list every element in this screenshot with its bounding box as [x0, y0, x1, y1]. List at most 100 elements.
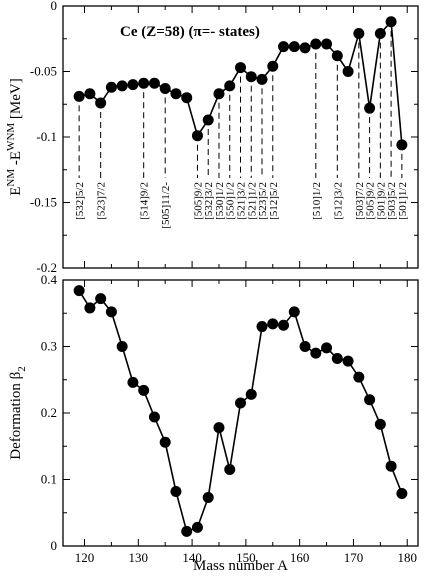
- state-label: [512]5/2: [268, 182, 280, 220]
- data-point: [181, 525, 193, 537]
- data-point: [342, 355, 354, 367]
- data-point: [95, 293, 107, 305]
- x-tick-label: 130: [129, 550, 149, 565]
- data-point: [191, 521, 203, 533]
- state-label: [550]1/2: [225, 182, 237, 220]
- data-point: [127, 376, 139, 388]
- data-point: [235, 62, 246, 74]
- data-point: [342, 66, 354, 77]
- y-tick-label: 0.2: [41, 405, 57, 420]
- data-point: [353, 28, 365, 40]
- x-tick-label: 140: [182, 550, 202, 565]
- x-tick-label: 160: [290, 550, 310, 565]
- x-tick-label: 120: [75, 550, 95, 565]
- data-point: [202, 491, 214, 503]
- data-point: [396, 139, 408, 151]
- state-label: [523]7/2: [96, 182, 108, 220]
- y-tick-label: 0.1: [41, 472, 57, 487]
- state-label: [530]1/2: [214, 182, 226, 220]
- y-tick-label: 0: [51, 538, 58, 553]
- data-point: [353, 371, 365, 383]
- y-tick-label: 0: [51, 0, 58, 13]
- state-label: [532]3/2: [203, 182, 215, 220]
- series-line: [78, 290, 403, 533]
- state-label: [521]1/2: [246, 182, 258, 220]
- x-tick-label: 180: [397, 550, 417, 565]
- data-point: [159, 436, 171, 448]
- data-point: [84, 88, 96, 100]
- data-point: [278, 41, 290, 53]
- y-tick-label: -0.05: [30, 64, 57, 79]
- data-point: [321, 38, 333, 50]
- data-point: [267, 60, 279, 72]
- data-point: [267, 318, 279, 330]
- y-tick-label: 0.3: [41, 339, 57, 354]
- data-point: [127, 79, 139, 91]
- data-point: [374, 28, 386, 40]
- data-point: [105, 306, 117, 318]
- data-point: [310, 38, 322, 50]
- data-point: [170, 485, 182, 497]
- state-label: [532]5/2: [74, 182, 86, 220]
- x-tick-label: 170: [344, 550, 364, 565]
- state-label: [505]11/2-: [160, 182, 172, 229]
- data-point: [170, 88, 182, 100]
- data-point: [256, 73, 268, 85]
- plot-frame: [62, 279, 419, 547]
- y-tick-label: 0.4: [41, 272, 58, 287]
- data-point: [288, 306, 300, 318]
- state-label: [505]9/2: [365, 182, 377, 220]
- y-axis-title: Deformation β2: [8, 366, 28, 460]
- bottom-panel-deformation: 0 0.1 0.2 0.3 0.4 120 130 140 150 160 170 180 Deform…: [8, 272, 419, 574]
- data-point: [235, 397, 246, 409]
- data-point: [138, 384, 150, 396]
- x-axis-title: Mass number A: [193, 558, 288, 574]
- data-point: [95, 97, 107, 109]
- data-point: [288, 41, 300, 53]
- data-point: [299, 42, 311, 54]
- state-label: [523]5/2: [257, 182, 269, 220]
- data-point: [321, 342, 333, 354]
- series-line: [78, 19, 403, 145]
- data-point: [213, 422, 225, 434]
- y-axis-title: ENM -EWNM [MeV]: [5, 78, 24, 196]
- state-label: [503]5/2: [386, 182, 398, 220]
- data-point: [331, 352, 343, 364]
- data-point: [364, 394, 376, 406]
- data-point: [224, 464, 236, 476]
- data-point: [181, 92, 193, 104]
- data-point: [224, 80, 236, 92]
- y-tick-label: -0.2: [36, 260, 57, 275]
- data-point: [202, 114, 214, 126]
- data-point: [73, 285, 85, 297]
- chart-title: Ce (Z=58) (π=- states): [120, 24, 260, 40]
- state-label: [505]9/2: [192, 182, 204, 220]
- data-point: [385, 16, 397, 28]
- data-point: [299, 341, 311, 352]
- data-point: [116, 80, 128, 92]
- data-point: [245, 388, 257, 400]
- data-point: [385, 460, 397, 472]
- data-point: [364, 102, 376, 114]
- data-point: [278, 319, 290, 331]
- data-point: [84, 302, 96, 314]
- top-panel-energy-difference: 0 -0.05 -0.1 -0.15 -0.2 [532]5/2 [523]7/2 [514]…: [5, 0, 419, 275]
- data-point: [116, 341, 128, 352]
- data-point: [213, 88, 225, 100]
- data-point: [138, 77, 150, 89]
- data-point: [374, 418, 386, 430]
- data-point: [245, 71, 257, 83]
- state-label: [521]3/2: [236, 182, 248, 220]
- data-point: [191, 130, 203, 142]
- data-point: [105, 81, 117, 93]
- data-point: [148, 77, 160, 89]
- state-label: [510]1/2: [311, 182, 323, 220]
- state-label: [512]3/2: [332, 182, 344, 220]
- state-label: [514]9/2: [139, 182, 151, 220]
- state-label: [501]1/2: [397, 182, 409, 220]
- data-point: [310, 347, 322, 359]
- data-point: [331, 50, 343, 62]
- x-tick-label: 150: [236, 550, 256, 565]
- state-label: [503]7/2: [354, 182, 366, 220]
